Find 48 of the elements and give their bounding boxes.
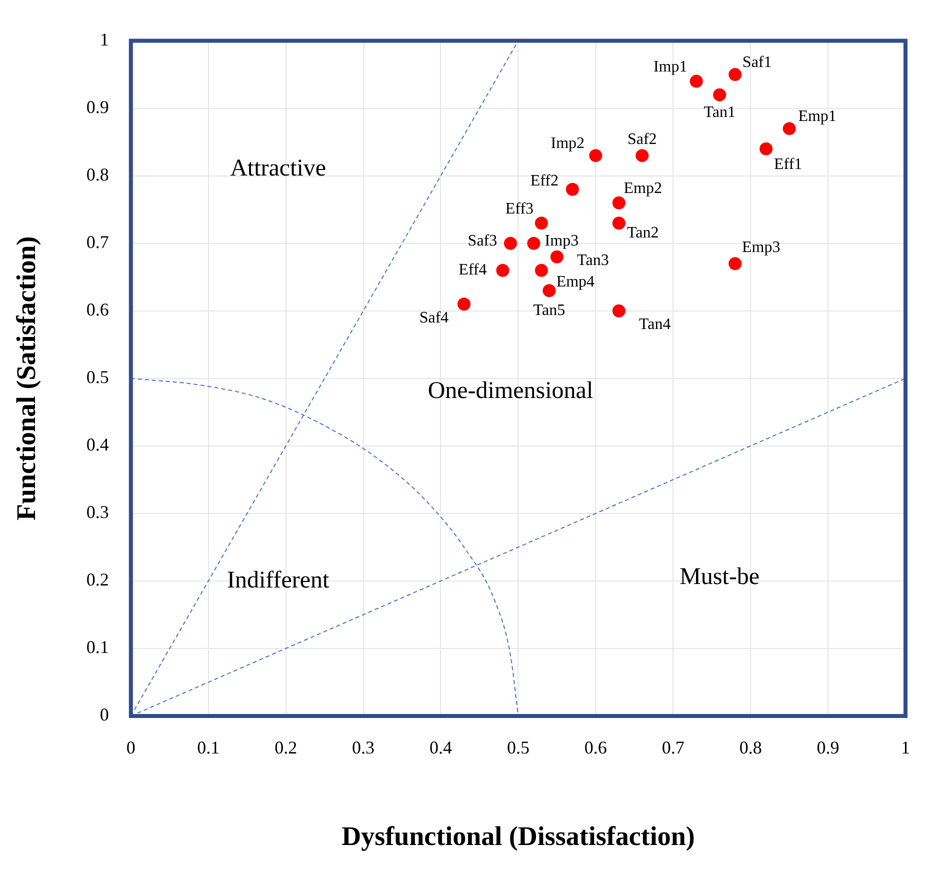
y-tick-label: 0.4 [86,434,109,455]
y-tick-label: 0.8 [86,164,109,185]
annotation: Indifferent [226,567,330,594]
annotation: Eff3 [505,200,534,218]
annotation: Saf2 [627,130,657,148]
x-tick-label: 0.9 [816,738,840,758]
x-tick-label: 0 [126,738,136,758]
x-tick-label: 0.2 [274,738,298,758]
y-tick-label: 0.3 [86,502,109,522]
annotation: Imp3 [544,232,579,250]
y-tick-label: 0.2 [86,570,109,590]
x-tick-label: 0.1 [197,738,220,758]
annotation: Imp2 [550,134,585,152]
annotation: Tan4 [639,316,671,334]
annotation: Eff1 [774,156,802,174]
x-axis-title: Dysfunctional (Dissatisfaction) [342,820,695,851]
annotation: Eff2 [530,172,558,190]
x-tick-label: 0.3 [352,738,375,758]
annotation: Imp1 [653,58,688,76]
annotation: Saf1 [742,54,772,71]
y-tick-label: 0.7 [86,232,109,252]
x-tick-label: 0.7 [662,738,684,758]
annotation: Emp4 [556,274,595,291]
annotation: Attractive [230,155,326,182]
annotation: Must-be [680,564,760,590]
x-tick-label: 0.8 [739,738,762,758]
x-tick-label: 1 [901,738,910,758]
y-tick-label: 0.5 [86,367,109,388]
annotation: Saf3 [468,232,498,250]
annotation: One-dimensional [428,378,594,404]
y-tick-label: 0 [100,704,109,725]
annotation: Emp3 [742,238,780,256]
annotation: Emp2 [624,180,662,198]
x-tick-label: 0.5 [506,738,530,758]
y-tick-label: 0.6 [86,300,109,320]
y-axis-title: Functional (Satisfaction) [11,236,42,521]
annotation: Tan2 [627,224,659,242]
annotation: Tan3 [577,252,609,270]
annotation: Saf4 [419,309,449,326]
annotation: Emp1 [798,108,836,125]
x-tick-label: 0.6 [584,738,607,758]
y-tick-label: 1 [100,30,109,50]
annotation: Tan5 [533,302,566,319]
y-tick-label: 0.9 [86,97,109,118]
annotation: Tan1 [704,104,736,122]
x-tick-label: 0.4 [429,738,452,758]
y-tick-label: 0.1 [86,637,109,658]
annotation: Eff4 [458,262,487,279]
